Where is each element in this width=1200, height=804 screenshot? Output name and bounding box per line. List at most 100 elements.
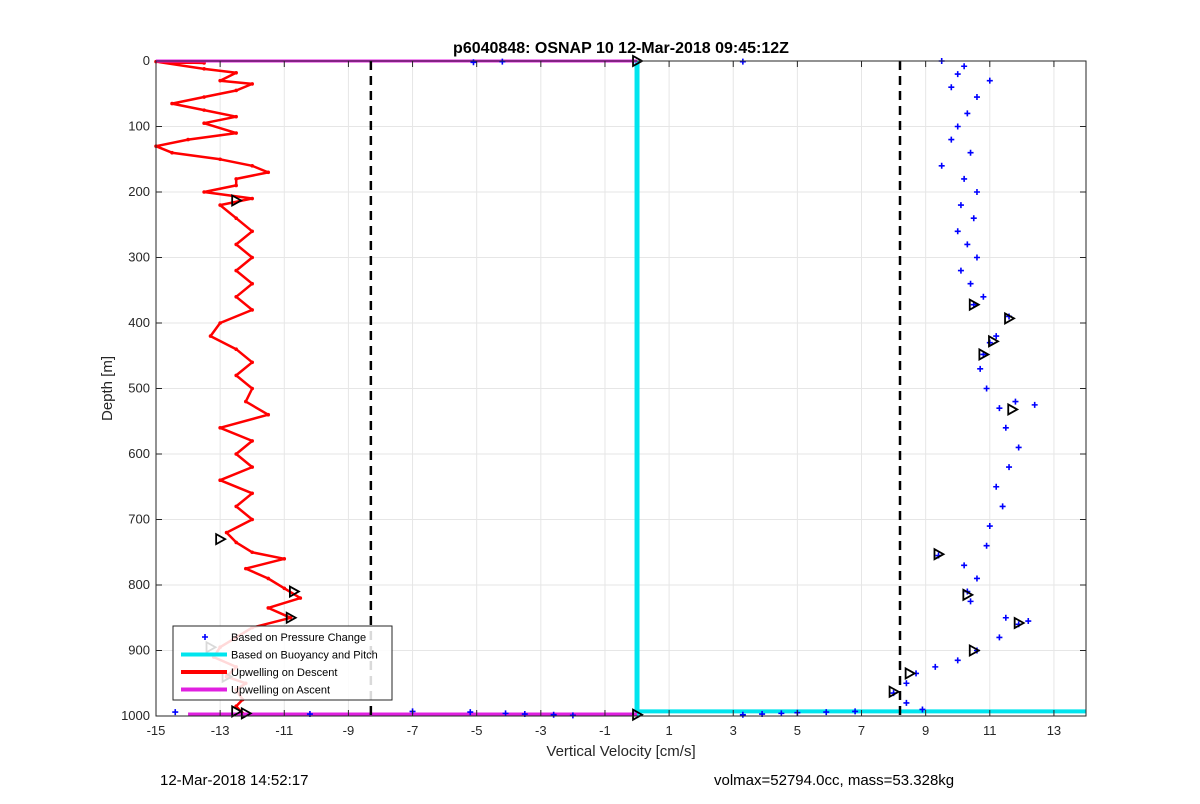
descent-point <box>250 196 255 201</box>
turn-marker <box>632 708 644 722</box>
descent-point <box>250 308 255 312</box>
pressure-point <box>739 711 746 718</box>
descent-point <box>234 183 238 188</box>
y-tick-label: 0 <box>143 53 150 68</box>
descent-point <box>250 164 255 168</box>
turn-marker <box>968 643 981 658</box>
pressure-point <box>973 94 980 101</box>
descent-point <box>186 137 190 142</box>
descent-point <box>243 566 248 571</box>
descent-point <box>234 373 238 378</box>
descent-point <box>234 114 238 119</box>
footer-volmax-mass: volmax=52794.0cc, mass=53.328kg <box>714 772 955 789</box>
x-tick-label: 3 <box>730 723 737 738</box>
pressure-point <box>502 710 509 717</box>
pressure-point <box>954 71 961 78</box>
y-tick-label: 100 <box>128 119 150 134</box>
descent-point <box>234 242 238 247</box>
descent-point <box>288 615 293 620</box>
pressure-point <box>993 333 1000 340</box>
descent-point <box>266 576 271 581</box>
descent-point <box>250 491 255 496</box>
series-descent <box>154 59 303 716</box>
y-axis-ticks: 0 100 200 300 400 500 600 700 800 900 1000 <box>121 53 1086 723</box>
pressure-point <box>973 575 980 582</box>
legend-label: Upwelling on Descent <box>231 667 337 679</box>
pressure-point <box>1012 398 1019 405</box>
pressure-point <box>467 709 474 716</box>
descent-point <box>202 190 206 194</box>
x-tick-label: 1 <box>665 723 672 738</box>
turn-marker <box>1013 616 1026 630</box>
descent-point <box>250 517 255 522</box>
pressure-point <box>1031 401 1038 408</box>
turn-marker <box>888 685 901 699</box>
pressure-point <box>948 136 955 143</box>
pressure-point <box>919 706 926 713</box>
descent-point <box>250 82 255 86</box>
x-axis-label: Vertical Velocity [cm/s] <box>546 743 695 760</box>
pressure-point <box>823 709 830 716</box>
descent-point <box>234 70 238 75</box>
descent-point <box>234 452 238 456</box>
descent-point <box>282 586 287 591</box>
pressure-point <box>1002 424 1009 431</box>
turn-marker <box>904 666 917 680</box>
turn-marker <box>933 547 946 561</box>
pressure-point <box>967 149 974 156</box>
pressure-point <box>957 202 964 209</box>
descent-point <box>234 88 238 93</box>
pressure-point <box>778 710 785 717</box>
y-tick-label: 900 <box>128 643 150 658</box>
descent-point <box>234 540 238 545</box>
legend-swatch <box>202 634 208 640</box>
pressure-point <box>852 708 859 715</box>
x-tick-label: -15 <box>147 723 166 738</box>
turn-markers <box>205 54 1026 722</box>
pressure-point <box>961 63 968 70</box>
descent-point <box>266 412 271 417</box>
x-tick-label: -7 <box>407 723 419 738</box>
turn-marker <box>231 704 244 718</box>
descent-point <box>250 465 255 469</box>
descent-point <box>202 108 206 112</box>
descent-point <box>282 557 287 561</box>
x-tick-label: -11 <box>275 723 293 738</box>
pressure-point <box>957 267 964 274</box>
pressure-point <box>961 175 968 182</box>
pressure-point <box>569 712 576 719</box>
descent-point <box>250 255 255 260</box>
descent-point <box>234 268 238 273</box>
pressure-point <box>973 254 980 261</box>
pressure-point <box>954 228 961 235</box>
descent-point <box>202 67 206 71</box>
turn-marker <box>978 347 991 361</box>
pressure-point <box>470 59 477 66</box>
series-pressure <box>172 58 1038 719</box>
velocity-depth-chart: -15 -13 -11 -9 -7 -5 -3 -1 1 3 5 7 9 11 13 01002003004… <box>99 40 1087 760</box>
turn-marker <box>1007 402 1020 416</box>
x-tick-label: 5 <box>794 723 801 738</box>
pressure-point <box>977 365 984 372</box>
pressure-point <box>973 189 980 195</box>
descent-point <box>234 704 238 708</box>
descent-point <box>218 478 222 483</box>
descent-point <box>234 295 238 299</box>
legend-label: Based on Pressure Change <box>231 632 366 644</box>
turn-marker <box>285 611 298 625</box>
descent-point <box>250 386 255 391</box>
y-tick-label: 500 <box>128 381 150 396</box>
descent-point <box>250 439 255 443</box>
legend-label: Based on Buoyancy and Pitch <box>231 650 378 662</box>
pressure-point <box>996 634 1003 641</box>
descent-point <box>266 606 271 610</box>
descent-point <box>234 216 238 220</box>
pressure-point <box>980 293 987 300</box>
pressure-point <box>499 58 506 65</box>
pressure-point <box>938 162 945 169</box>
y-tick-label: 600 <box>128 446 150 461</box>
descent-point <box>218 426 222 430</box>
pressure-point <box>954 657 961 664</box>
descent-point <box>298 596 303 600</box>
pressure-point <box>964 241 971 248</box>
